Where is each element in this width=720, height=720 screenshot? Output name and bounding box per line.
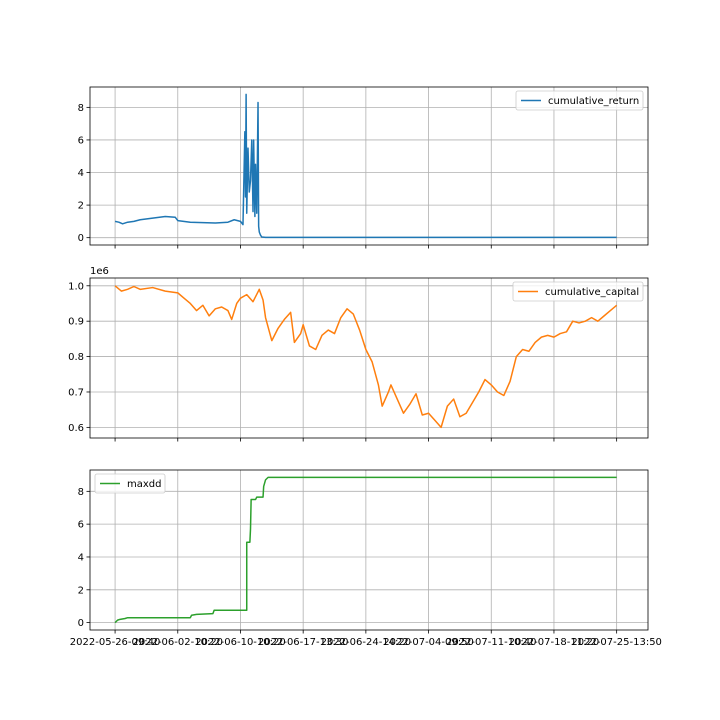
legend: cumulative_return <box>515 90 644 111</box>
series-lines <box>114 476 617 624</box>
x-tick-label: 2022-07-04-09:50 <box>383 637 474 648</box>
plot-area <box>90 470 648 630</box>
y-offset-label: 1e6 <box>90 266 109 277</box>
axes-frame <box>89 86 649 246</box>
legend-box <box>512 281 644 302</box>
y-tick-label: 2 <box>78 201 84 212</box>
y-tick-label: 6 <box>78 520 84 531</box>
legend-box <box>515 90 644 111</box>
axes-frame <box>89 277 649 439</box>
plot-area <box>90 87 648 245</box>
y-tick-label: 0.6 <box>68 423 84 434</box>
tick-marks <box>86 285 618 442</box>
legend-label-cumulative-return: cumulative_return <box>548 96 639 107</box>
y-tick-label: 6 <box>78 135 84 146</box>
tick-marks <box>86 106 618 249</box>
tick-marks <box>86 490 618 634</box>
axes-frame <box>89 469 649 631</box>
y-tick-label: 4 <box>78 552 84 563</box>
y-tick-label: 0 <box>78 233 84 244</box>
y-tick-label: 8 <box>78 487 84 498</box>
x-tick-label: 2022-06-24-14:20 <box>321 637 412 648</box>
x-tick-label: 2022-06-02-10:20 <box>133 637 224 648</box>
x-tick-label: 2022-07-25-13:50 <box>571 637 662 648</box>
y-tick-label: 1.0 <box>68 281 84 292</box>
y-tick-label: 4 <box>78 168 84 179</box>
y-tick-label: 0.9 <box>68 317 84 328</box>
x-tick-label: 2022-05-26-09:40 <box>70 637 161 648</box>
x-tick-label: 2022-06-17-13:30 <box>258 637 349 648</box>
x-tick-labels: 2022-05-26-09:402022-06-02-10:202022-06-… <box>70 637 662 648</box>
x-tick-label: 2022-07-11-10:40 <box>446 637 537 648</box>
x-tick-label: 2022-07-18-11:20 <box>509 637 600 648</box>
y-tick-labels: 0 2 4 6 8 <box>78 487 84 629</box>
series-line-cumulative-return <box>114 93 617 239</box>
legend-box <box>94 473 166 494</box>
series-line-maxdd <box>114 476 617 624</box>
grid-lines <box>90 470 648 630</box>
panel-cumulative-return: 0 2 4 6 8 cumulative_return <box>78 86 649 249</box>
y-tick-label: 0 <box>78 618 84 629</box>
series-lines <box>114 285 618 429</box>
y-tick-label: 0.8 <box>68 352 84 363</box>
y-tick-label: 2 <box>78 585 84 596</box>
panel-cumulative-capital: 0.6 0.7 0.8 0.9 1.0 1e6 cumulative_capital <box>68 266 649 442</box>
y-tick-labels: 0.6 0.7 0.8 0.9 1.0 <box>68 281 84 434</box>
y-tick-label: 8 <box>78 103 84 114</box>
legend-label-maxdd: maxdd <box>127 479 161 490</box>
legend: cumulative_capital <box>512 281 644 302</box>
series-lines <box>114 93 617 239</box>
series-line-cumulative-capital <box>114 285 618 429</box>
x-tick-label: 2022-06-10-10:20 <box>195 637 286 648</box>
plot-area <box>90 278 648 438</box>
y-tick-labels: 0 2 4 6 8 <box>78 103 84 244</box>
legend-label-cumulative-capital: cumulative_capital <box>545 287 639 298</box>
y-tick-label: 0.7 <box>68 387 84 398</box>
legend: maxdd <box>94 473 166 494</box>
